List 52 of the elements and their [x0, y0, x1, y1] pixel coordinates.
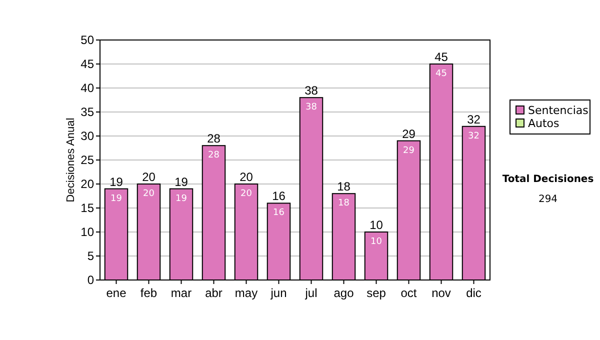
y-axis-title: Decisiones Anual: [65, 118, 77, 202]
data-label: 20: [240, 189, 252, 199]
y-tick-label: 20: [80, 177, 94, 191]
legend-label: Autos: [528, 117, 560, 130]
y-tick-label: 30: [80, 129, 94, 143]
y-tick-label: 10: [80, 225, 94, 239]
x-tick-label: jun: [270, 286, 287, 300]
data-label: 29: [403, 146, 415, 156]
total-label: 38: [304, 84, 318, 98]
text: 294: [538, 194, 558, 205]
x-tick-label: dic: [466, 286, 482, 300]
y-tick-label: 5: [87, 249, 94, 263]
x-tick-label: feb: [140, 286, 158, 300]
y-tick-label: 25: [80, 153, 94, 167]
total-label: 20: [240, 170, 254, 184]
data-label: 19: [176, 194, 188, 204]
data-label: 28: [208, 150, 220, 161]
data-label: 20: [143, 189, 155, 199]
total-label: 18: [337, 180, 351, 194]
data-label: 18: [338, 198, 350, 209]
text: Total Decisiones: [502, 174, 594, 185]
y-tick-label: 15: [80, 201, 94, 215]
y-tick-label: 35: [80, 105, 94, 119]
data-label: 16: [273, 208, 285, 218]
x-tick-label: may: [234, 286, 258, 300]
data-label: 32: [468, 131, 480, 142]
total-label: 19: [174, 174, 188, 189]
total-label: 29: [402, 126, 416, 141]
total-label: 32: [467, 112, 481, 126]
total-label: 20: [142, 170, 156, 184]
total-label: 45: [434, 50, 448, 64]
x-tick-label: abr: [205, 286, 222, 300]
total-label: 28: [207, 132, 221, 146]
data-label: 19: [110, 194, 122, 204]
total-label: 16: [272, 189, 286, 204]
y-tick-label: 40: [80, 81, 94, 95]
x-tick-label: oct: [400, 286, 418, 300]
y-tick-label: 50: [80, 33, 94, 47]
y-tick-label: 45: [80, 57, 94, 71]
total-label: 10: [370, 218, 384, 232]
y-tick-label: 0: [87, 273, 94, 287]
x-tick-label: ago: [334, 286, 354, 300]
total-label: 19: [110, 174, 124, 189]
x-tick-label: nov: [432, 286, 451, 300]
legend-label: Sentencias: [528, 104, 589, 117]
data-label: 45: [436, 69, 447, 79]
data-label: 10: [370, 237, 382, 247]
x-tick-label: sep: [366, 286, 386, 300]
data-label: 38: [306, 102, 318, 113]
x-tick-label: mar: [170, 286, 192, 300]
x-tick-label: ene: [106, 286, 127, 300]
x-tick-label: jul: [304, 286, 318, 300]
